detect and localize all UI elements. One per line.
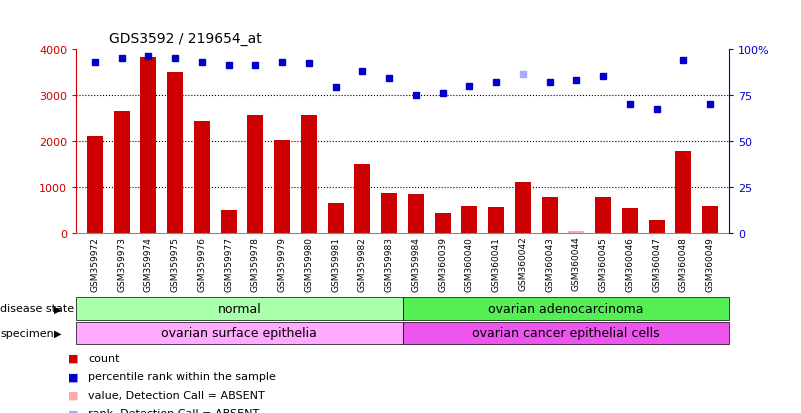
Bar	[381, 193, 397, 233]
Text: normal: normal	[217, 302, 261, 315]
Text: value, Detection Call = ABSENT: value, Detection Call = ABSENT	[88, 390, 265, 400]
Bar	[435, 214, 451, 233]
Text: disease state: disease state	[0, 304, 74, 314]
Bar	[87, 137, 103, 233]
Text: ■: ■	[68, 371, 78, 381]
Bar	[140, 58, 156, 233]
Bar	[114, 112, 130, 233]
Text: GDS3592 / 219654_at: GDS3592 / 219654_at	[109, 32, 261, 46]
Bar	[649, 221, 665, 233]
Bar	[488, 207, 504, 233]
Bar	[675, 152, 691, 233]
Text: ovarian cancer epithelial cells: ovarian cancer epithelial cells	[472, 327, 659, 339]
Bar	[622, 208, 638, 233]
Bar	[595, 197, 611, 233]
Bar	[408, 195, 424, 233]
Bar	[354, 165, 370, 233]
Bar	[248, 116, 264, 233]
Bar	[515, 183, 531, 233]
Text: count: count	[88, 353, 119, 363]
Bar	[541, 198, 557, 233]
Text: percentile rank within the sample: percentile rank within the sample	[88, 371, 276, 381]
Text: ■: ■	[68, 408, 78, 413]
Bar	[569, 231, 585, 233]
Text: rank, Detection Call = ABSENT: rank, Detection Call = ABSENT	[88, 408, 260, 413]
Text: ■: ■	[68, 353, 78, 363]
Text: specimen: specimen	[0, 328, 54, 338]
Bar	[702, 206, 718, 233]
Bar	[328, 204, 344, 233]
Bar	[301, 116, 317, 233]
Text: ▶: ▶	[54, 304, 62, 314]
Text: ▶: ▶	[54, 328, 62, 338]
Text: ■: ■	[68, 390, 78, 400]
Bar	[461, 206, 477, 233]
Bar	[220, 210, 236, 233]
Bar	[274, 140, 290, 233]
Bar	[194, 122, 210, 233]
Text: ovarian surface epithelia: ovarian surface epithelia	[161, 327, 317, 339]
Text: ovarian adenocarcinoma: ovarian adenocarcinoma	[488, 302, 643, 315]
Bar	[167, 73, 183, 233]
